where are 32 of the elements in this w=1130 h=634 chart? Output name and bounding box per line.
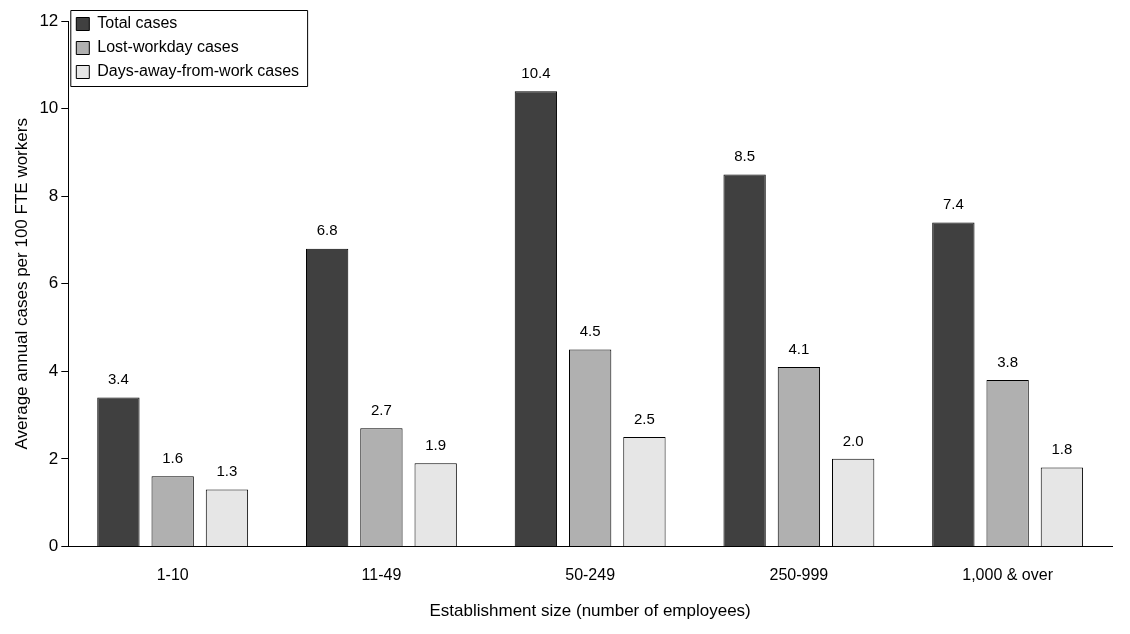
data-label: 1.3 [216,462,238,480]
x-tick-label: 1-10 [156,566,189,584]
x-axis-title: Establishment size (number of employees) [429,601,751,621]
y-tick-label: 6 [48,273,59,293]
y-tick-label: 2 [48,448,59,468]
data-label: 1.6 [162,449,184,467]
legend-label: Total cases [97,14,178,32]
data-label: 6.8 [316,221,338,239]
x-tick-label: 50-249 [565,566,616,584]
y-tick-label: 0 [48,536,59,556]
y-tick-label: 10 [39,98,59,118]
data-label: 3.4 [107,370,129,388]
x-tick-label: 250-999 [769,566,829,584]
data-label: 1.9 [425,435,447,453]
y-tick-label: 12 [39,10,59,30]
data-label: 4.5 [579,322,601,340]
data-label: 2.0 [842,431,864,449]
legend-label: Lost-workday cases [97,38,239,56]
data-label: 10.4 [521,63,551,81]
legend-label: Days-away-from-work cases [97,62,300,80]
y-axis-title: Average annual cases per 100 FTE workers [11,118,31,450]
y-tick-label: 4 [48,361,59,381]
data-label: 3.8 [997,352,1019,370]
data-label: 4.1 [788,339,810,357]
data-label: 2.5 [634,409,655,427]
data-label: 7.4 [942,195,964,213]
data-label: 8.5 [734,147,756,165]
y-tick-label: 8 [48,185,59,205]
x-tick-label: 11-49 [361,566,402,584]
x-tick-label: 1,000 & over [962,566,1054,584]
data-label: 1.8 [1051,440,1073,458]
data-label: 2.7 [370,400,392,418]
